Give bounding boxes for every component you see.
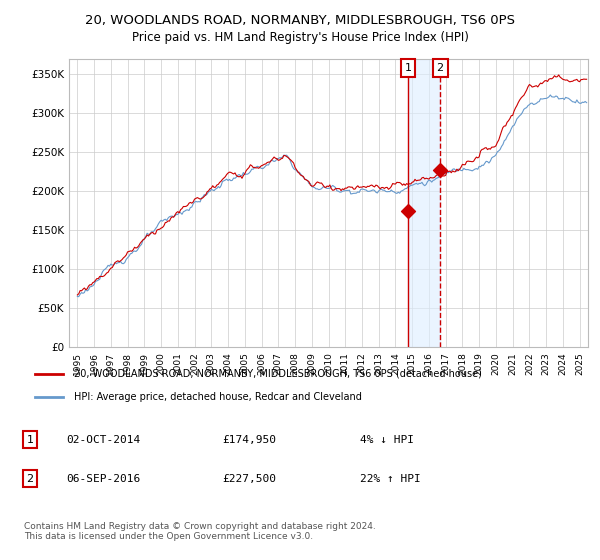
Point xyxy=(436,165,445,174)
Text: 4% ↓ HPI: 4% ↓ HPI xyxy=(360,435,414,445)
Text: 2: 2 xyxy=(26,474,34,484)
Text: 1: 1 xyxy=(26,435,34,445)
Text: 22% ↑ HPI: 22% ↑ HPI xyxy=(360,474,421,484)
Text: £227,500: £227,500 xyxy=(222,474,276,484)
Text: Price paid vs. HM Land Registry's House Price Index (HPI): Price paid vs. HM Land Registry's House … xyxy=(131,31,469,44)
Text: 20, WOODLANDS ROAD, NORMANBY, MIDDLESBROUGH, TS6 0PS (detached house): 20, WOODLANDS ROAD, NORMANBY, MIDDLESBRO… xyxy=(74,369,482,379)
Text: 02-OCT-2014: 02-OCT-2014 xyxy=(66,435,140,445)
Text: £174,950: £174,950 xyxy=(222,435,276,445)
Text: Contains HM Land Registry data © Crown copyright and database right 2024.
This d: Contains HM Land Registry data © Crown c… xyxy=(24,522,376,542)
Text: 20, WOODLANDS ROAD, NORMANBY, MIDDLESBROUGH, TS6 0PS: 20, WOODLANDS ROAD, NORMANBY, MIDDLESBRO… xyxy=(85,14,515,27)
Bar xyxy=(408,59,440,347)
Point xyxy=(403,206,413,215)
Text: HPI: Average price, detached house, Redcar and Cleveland: HPI: Average price, detached house, Redc… xyxy=(74,393,362,403)
Text: 06-SEP-2016: 06-SEP-2016 xyxy=(66,474,140,484)
Text: 2: 2 xyxy=(437,63,444,73)
Text: 1: 1 xyxy=(404,63,412,73)
